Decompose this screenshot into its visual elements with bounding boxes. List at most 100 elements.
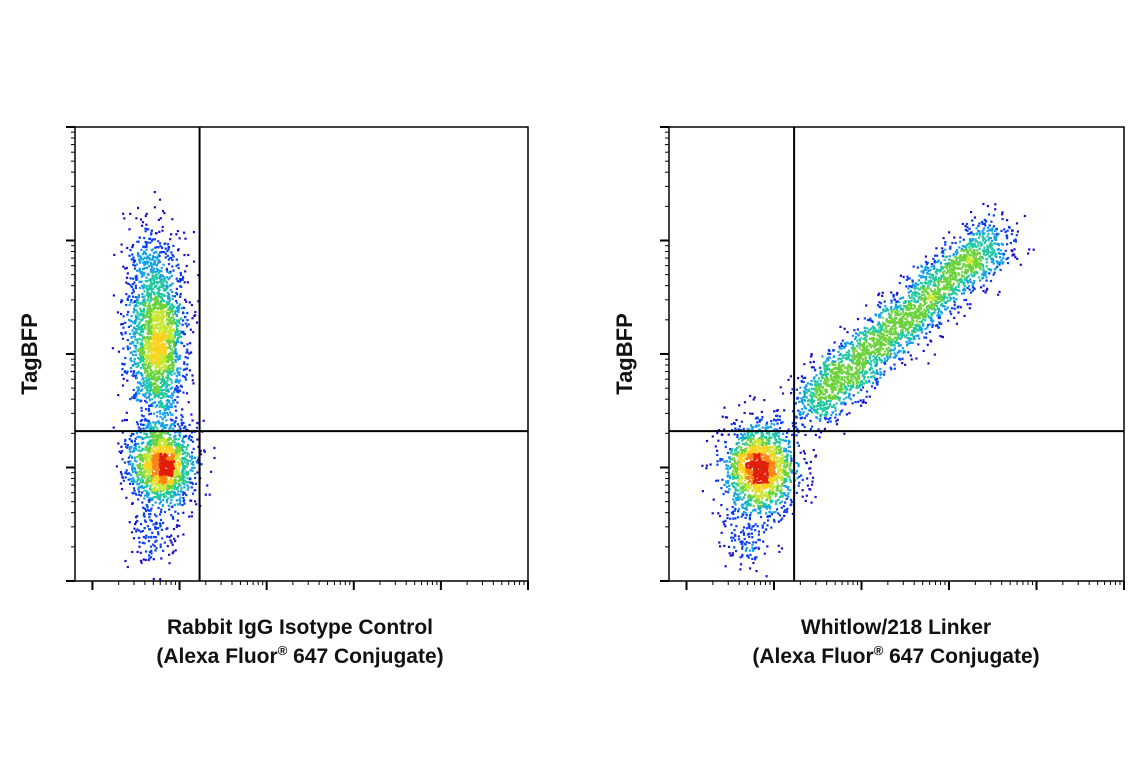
event-dot xyxy=(150,319,153,322)
event-dot xyxy=(159,510,163,514)
event-dot xyxy=(187,253,190,257)
event-dot xyxy=(147,325,150,328)
event-dot xyxy=(178,433,181,436)
event-dot xyxy=(744,453,747,456)
event-dot xyxy=(153,535,156,539)
event-dot xyxy=(146,459,150,462)
event-dot xyxy=(771,499,774,503)
event-dot xyxy=(157,460,160,463)
event-dot xyxy=(155,463,159,466)
event-dot xyxy=(167,451,170,455)
event-dot xyxy=(139,467,142,470)
event-dot xyxy=(803,457,806,461)
event-dot xyxy=(118,450,121,453)
event-dot xyxy=(178,425,181,428)
event-dot xyxy=(145,260,148,263)
event-dot xyxy=(172,448,175,451)
event-dot xyxy=(166,432,169,435)
event-dot xyxy=(178,278,182,281)
event-dot xyxy=(154,480,157,483)
event-dot xyxy=(155,470,158,473)
event-dot xyxy=(168,461,172,464)
event-dot xyxy=(183,476,186,479)
event-dot xyxy=(188,434,191,437)
event-dot xyxy=(195,426,198,429)
event-dot xyxy=(166,480,169,483)
event-dot xyxy=(143,283,146,286)
event-dot xyxy=(156,307,159,310)
event-dot xyxy=(172,313,175,316)
event-dot xyxy=(777,544,780,547)
event-dot xyxy=(150,325,153,328)
event-dot xyxy=(760,437,763,440)
event-dot xyxy=(143,246,147,249)
event-dot xyxy=(168,312,171,315)
event-dot xyxy=(137,253,140,256)
event-dot xyxy=(133,393,136,396)
event-dot xyxy=(148,300,151,303)
plot-frame xyxy=(668,126,1125,582)
event-dot xyxy=(758,436,761,440)
event-dot xyxy=(752,452,755,455)
event-dot xyxy=(116,311,119,314)
event-dot xyxy=(152,427,155,430)
event-dot xyxy=(161,354,164,357)
event-dot xyxy=(159,361,162,364)
event-dot xyxy=(183,344,186,348)
event-dot xyxy=(176,475,179,478)
event-dot xyxy=(745,468,748,471)
event-dot xyxy=(778,415,782,418)
event-dot xyxy=(130,298,133,302)
event-dot xyxy=(137,386,140,389)
event-dot xyxy=(190,431,193,434)
event-dot xyxy=(737,484,740,487)
event-dot xyxy=(749,504,752,507)
event-dot xyxy=(758,420,761,423)
event-dot xyxy=(153,454,156,457)
event-dot xyxy=(120,332,123,335)
event-dot xyxy=(155,447,158,450)
event-dot xyxy=(141,460,144,463)
event-dot xyxy=(171,308,174,311)
event-dot xyxy=(751,449,754,452)
event-dot xyxy=(166,405,169,408)
event-dot xyxy=(156,349,159,352)
event-dot xyxy=(159,456,162,459)
event-dot xyxy=(169,322,172,325)
event-dot xyxy=(159,274,163,277)
event-dot xyxy=(741,442,744,446)
event-dot xyxy=(158,481,161,484)
event-dot xyxy=(157,276,160,280)
event-dot xyxy=(149,427,152,431)
event-dot xyxy=(187,436,190,439)
event-dot xyxy=(179,484,182,487)
event-dot xyxy=(154,423,157,426)
event-dot xyxy=(777,512,780,515)
event-dot xyxy=(778,437,781,440)
event-dot xyxy=(157,253,160,256)
event-dot xyxy=(165,442,168,445)
event-dot xyxy=(165,281,168,284)
event-dot xyxy=(129,277,132,280)
event-dot xyxy=(159,402,162,405)
event-dot xyxy=(731,429,734,432)
event-dot xyxy=(141,253,145,256)
event-dot xyxy=(172,269,175,272)
event-dot xyxy=(161,418,164,421)
event-dot xyxy=(159,300,162,303)
event-dot xyxy=(744,483,747,486)
event-dot xyxy=(768,437,771,440)
event-dot xyxy=(154,310,157,313)
event-dot xyxy=(148,253,152,256)
event-dot xyxy=(781,421,784,424)
event-dot xyxy=(152,282,156,285)
event-dot xyxy=(737,479,740,483)
event-dot xyxy=(755,450,758,453)
event-dot xyxy=(760,431,763,434)
event-dot xyxy=(740,436,743,439)
event-dot xyxy=(786,457,789,460)
event-dot xyxy=(183,499,186,502)
event-dot xyxy=(172,453,175,457)
event-dot xyxy=(182,463,185,466)
event-dot xyxy=(757,465,760,468)
